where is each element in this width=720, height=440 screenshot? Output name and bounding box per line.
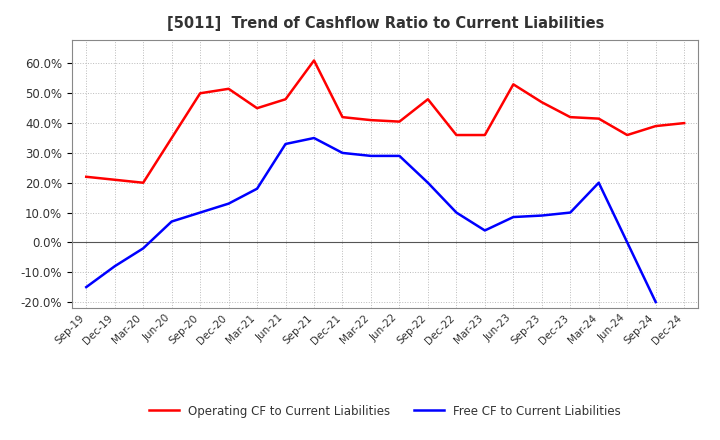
Free CF to Current Liabilities xyxy=(366,153,375,158)
Operating CF to Current Liabilities xyxy=(338,114,347,120)
Free CF to Current Liabilities xyxy=(167,219,176,224)
Legend: Operating CF to Current Liabilities, Free CF to Current Liabilities: Operating CF to Current Liabilities, Fre… xyxy=(145,400,626,422)
Free CF to Current Liabilities xyxy=(423,180,432,185)
Operating CF to Current Liabilities xyxy=(680,121,688,126)
Free CF to Current Liabilities xyxy=(452,210,461,215)
Free CF to Current Liabilities xyxy=(652,299,660,304)
Operating CF to Current Liabilities xyxy=(595,116,603,121)
Free CF to Current Liabilities xyxy=(310,136,318,141)
Free CF to Current Liabilities xyxy=(509,214,518,220)
Free CF to Current Liabilities xyxy=(253,186,261,191)
Free CF to Current Liabilities xyxy=(395,153,404,158)
Operating CF to Current Liabilities xyxy=(537,99,546,105)
Operating CF to Current Liabilities xyxy=(82,174,91,180)
Operating CF to Current Liabilities xyxy=(623,132,631,138)
Operating CF to Current Liabilities xyxy=(282,97,290,102)
Operating CF to Current Liabilities xyxy=(423,97,432,102)
Title: [5011]  Trend of Cashflow Ratio to Current Liabilities: [5011] Trend of Cashflow Ratio to Curren… xyxy=(166,16,604,32)
Line: Operating CF to Current Liabilities: Operating CF to Current Liabilities xyxy=(86,60,684,183)
Free CF to Current Liabilities xyxy=(480,228,489,233)
Operating CF to Current Liabilities xyxy=(395,119,404,124)
Free CF to Current Liabilities xyxy=(110,264,119,269)
Operating CF to Current Liabilities xyxy=(139,180,148,185)
Free CF to Current Liabilities xyxy=(225,201,233,206)
Operating CF to Current Liabilities xyxy=(366,117,375,123)
Operating CF to Current Liabilities xyxy=(196,91,204,96)
Operating CF to Current Liabilities xyxy=(110,177,119,183)
Free CF to Current Liabilities xyxy=(338,150,347,156)
Free CF to Current Liabilities xyxy=(82,285,91,290)
Operating CF to Current Liabilities xyxy=(566,114,575,120)
Operating CF to Current Liabilities xyxy=(452,132,461,138)
Free CF to Current Liabilities xyxy=(566,210,575,215)
Free CF to Current Liabilities xyxy=(139,246,148,251)
Line: Free CF to Current Liabilities: Free CF to Current Liabilities xyxy=(86,138,656,302)
Operating CF to Current Liabilities xyxy=(480,132,489,138)
Free CF to Current Liabilities xyxy=(537,213,546,218)
Operating CF to Current Liabilities xyxy=(652,124,660,129)
Operating CF to Current Liabilities xyxy=(225,86,233,92)
Operating CF to Current Liabilities xyxy=(509,82,518,87)
Operating CF to Current Liabilities xyxy=(253,106,261,111)
Free CF to Current Liabilities xyxy=(196,210,204,215)
Free CF to Current Liabilities xyxy=(595,180,603,185)
Free CF to Current Liabilities xyxy=(282,141,290,147)
Operating CF to Current Liabilities xyxy=(310,58,318,63)
